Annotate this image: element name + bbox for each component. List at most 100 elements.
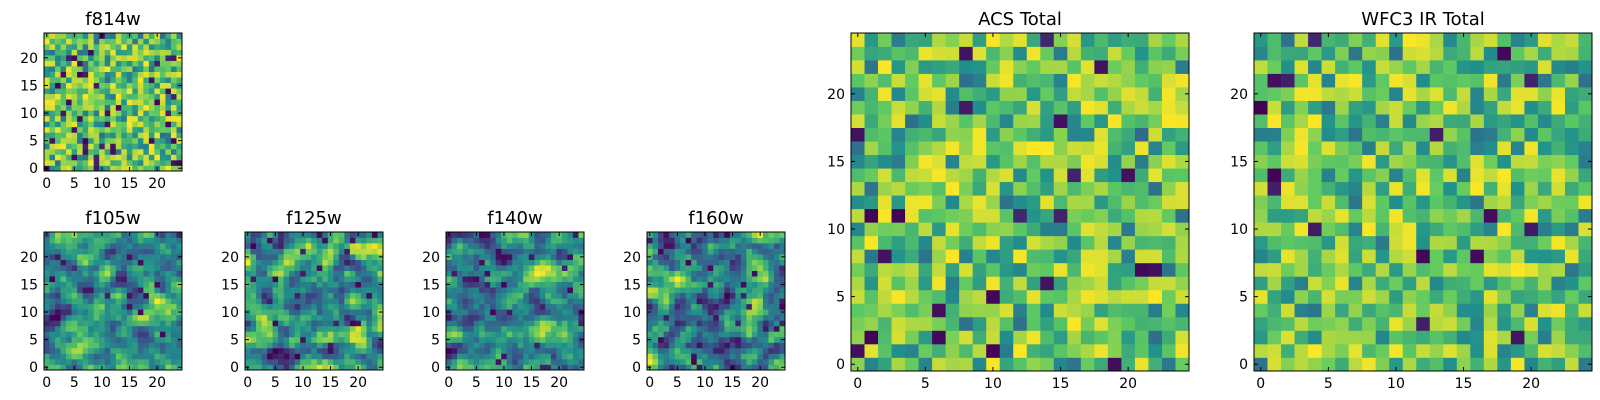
heatmap-cell [1121, 235, 1136, 250]
heatmap-cell [674, 342, 681, 349]
heatmap-cell [757, 254, 764, 260]
heatmap-cell [66, 143, 72, 150]
heatmap-cell [746, 248, 753, 255]
heatmap-cell [300, 336, 307, 343]
heatmap-cell [1443, 73, 1458, 88]
heatmap-cell [115, 248, 122, 255]
heatmap-cell [959, 46, 974, 61]
heatmap-cell [851, 262, 865, 277]
heatmap-cell [647, 320, 653, 327]
heatmap-cell [1510, 33, 1525, 47]
heatmap-cell [729, 265, 736, 271]
heatmap-cell [261, 358, 268, 365]
heatmap-cell [647, 270, 653, 277]
heatmap-cell [250, 232, 257, 238]
heatmap-cell [1040, 46, 1055, 61]
heatmap-cell [1161, 33, 1176, 47]
heatmap-cell [1161, 343, 1176, 358]
heatmap-cell [1537, 141, 1552, 156]
heatmap-cell [110, 287, 117, 294]
heatmap-cell [115, 33, 122, 39]
heatmap-cell [462, 303, 469, 310]
heatmap-cell [1134, 235, 1149, 250]
heatmap-cell [154, 292, 161, 299]
y-tick-label: 0 [836, 357, 845, 373]
heatmap-cell [49, 77, 56, 84]
heatmap-cell [99, 49, 106, 56]
heatmap-cell [680, 309, 686, 316]
heatmap-cell [696, 325, 703, 332]
heatmap-cell [768, 314, 775, 321]
heatmap-cell [702, 298, 709, 305]
heatmap-cell [550, 232, 557, 238]
heatmap-cell [696, 358, 703, 365]
heatmap-cell [663, 353, 670, 360]
heatmap-cell [999, 127, 1014, 142]
heatmap-cell [864, 249, 879, 264]
heatmap-cell [702, 303, 709, 310]
heatmap-cell [71, 44, 78, 50]
heatmap-cell [344, 331, 351, 338]
heatmap-cell [691, 270, 698, 277]
heatmap-cell [779, 331, 786, 338]
heatmap-cell [735, 325, 742, 332]
heatmap-cell [999, 357, 1014, 372]
heatmap-cell [523, 320, 530, 327]
heatmap-cell [66, 99, 72, 106]
heatmap-cell [932, 60, 946, 74]
heatmap-cell [707, 276, 714, 283]
heatmap-cell [99, 303, 106, 310]
heatmap-cell [1564, 181, 1579, 196]
heatmap-cell [523, 303, 530, 310]
heatmap-cell [71, 298, 78, 305]
heatmap-cell [1443, 276, 1458, 291]
heatmap-cell [272, 303, 279, 310]
heatmap-cell [110, 325, 117, 332]
heatmap-cell [267, 347, 273, 354]
heatmap-cell [891, 208, 906, 223]
heatmap-cell [305, 248, 312, 255]
heatmap-cell [669, 243, 675, 249]
heatmap-cell [165, 232, 172, 238]
heatmap-cell [104, 93, 111, 100]
heatmap-cell [137, 159, 144, 166]
heatmap-cell [674, 331, 681, 338]
heatmap-cell [891, 343, 906, 358]
heatmap-cell [1053, 330, 1068, 345]
heatmap-cell [1510, 100, 1525, 115]
heatmap-cell [159, 358, 166, 365]
heatmap-cell [71, 254, 78, 260]
heatmap-cell [49, 309, 56, 316]
heatmap-cell [932, 303, 946, 318]
heatmap-cell [143, 292, 150, 299]
heatmap-cell [851, 154, 865, 169]
heatmap-cell [77, 347, 83, 354]
heatmap-cell [572, 243, 579, 249]
heatmap-cell [132, 331, 139, 338]
heatmap-cell [176, 276, 183, 283]
heatmap-cell [344, 276, 351, 283]
heatmap-cell [1161, 262, 1176, 277]
heatmap-cell [104, 259, 111, 266]
heatmap-cell [539, 276, 546, 283]
heatmap-cell [1067, 87, 1082, 101]
heatmap-cell [165, 154, 172, 161]
heatmap-cell [696, 254, 703, 260]
heatmap-cell [245, 292, 251, 299]
heatmap-cell [1402, 357, 1417, 372]
heatmap-cell [272, 342, 279, 349]
heatmap-cell [137, 148, 144, 155]
heatmap-cell [512, 320, 519, 327]
heatmap-cell [360, 254, 367, 260]
heatmap-cell [159, 243, 166, 249]
heatmap-cell [283, 353, 290, 360]
heatmap-cell [71, 49, 78, 56]
heatmap-cell [545, 270, 552, 277]
heatmap-cell [126, 66, 133, 72]
heatmap-cell [691, 237, 698, 244]
heatmap-cell [523, 254, 530, 260]
heatmap-cell [170, 38, 177, 45]
heatmap-cell [959, 330, 974, 345]
heatmap-cell [1551, 127, 1566, 142]
heatmap-cell [154, 71, 161, 78]
